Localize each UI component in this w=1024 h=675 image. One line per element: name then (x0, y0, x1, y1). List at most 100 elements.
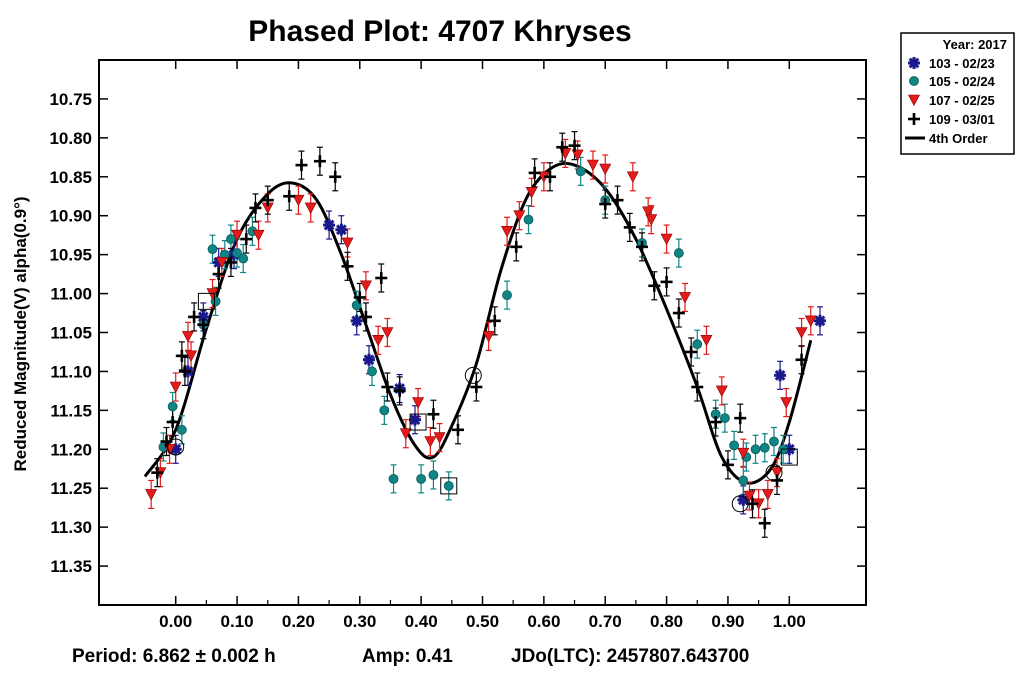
footer-jdo: JDo(LTC): 2457807.643700 (511, 646, 749, 667)
x-tick-label: 0.70 (589, 612, 622, 631)
data-point (734, 412, 747, 425)
legend-symbol (908, 113, 920, 125)
data-point (795, 353, 808, 366)
data-point (543, 170, 556, 183)
data-point (261, 194, 274, 207)
data-point (166, 416, 179, 429)
data-point (719, 413, 730, 424)
data-point (738, 475, 749, 486)
data-point (645, 214, 658, 226)
data-point (709, 416, 722, 429)
data-markers (145, 139, 826, 530)
data-point (359, 310, 372, 323)
x-tick-label: 0.30 (343, 612, 376, 631)
x-tick-labels: 0.00 0.10 0.20 0.30 0.40 0.50 0.60 0.70 0.80 0.90… (159, 612, 806, 631)
data-point (721, 458, 734, 471)
data-point (226, 234, 236, 244)
data-point (240, 233, 253, 246)
y-tick-label: 10.85 (49, 168, 92, 187)
data-point (685, 345, 698, 358)
y-tick-label: 10.95 (49, 246, 92, 265)
data-point (523, 214, 534, 225)
asterisk-stroke (814, 315, 826, 327)
data-point (185, 350, 198, 363)
footer-period: Period: 6.862 ± 0.002 h (72, 646, 276, 667)
legend-entry-109: 109 - 03/01 (929, 112, 995, 127)
data-point (238, 253, 249, 264)
y-tick-labels: 10.75 10.80 10.85 10.90 10.95 11.00 11.05 11.10… (49, 90, 92, 576)
data-point (428, 470, 439, 480)
data-point (525, 187, 538, 199)
data-point (412, 397, 425, 409)
data-point (737, 447, 750, 460)
y-tick-label: 11.00 (50, 285, 92, 304)
data-point (488, 314, 501, 327)
data-point (323, 219, 336, 232)
x-tick-label: 0.10 (221, 612, 254, 631)
footer-amp: Amp: 0.41 (362, 646, 453, 667)
data-point (648, 279, 661, 292)
highlight-box (409, 413, 427, 431)
axis-ticks (99, 60, 866, 605)
data-point (151, 466, 164, 479)
data-point (178, 365, 191, 378)
data-point (169, 381, 182, 394)
data-point (367, 366, 377, 377)
y-tick-label: 11.20 (50, 440, 92, 459)
data-point (167, 401, 178, 412)
x-tick-label: 1.00 (773, 612, 806, 631)
data-point (283, 190, 296, 203)
data-point (249, 201, 262, 214)
x-tick-label: 0.80 (650, 612, 683, 631)
y-tick-label: 11.35 (50, 557, 92, 576)
data-point (660, 233, 673, 246)
x-tick-label: 0.90 (711, 612, 744, 631)
asterisk-stroke (363, 354, 375, 366)
x-tick-label: 0.20 (282, 612, 315, 631)
highlight-circle (765, 464, 783, 482)
data-point (599, 163, 612, 176)
data-point (623, 221, 636, 234)
data-point (433, 432, 446, 444)
legend-entry-107: 107 - 02/25 (929, 93, 995, 108)
asterisk-stroke (170, 443, 182, 455)
data-point (636, 240, 649, 253)
data-point (232, 248, 242, 258)
legend-entry-103: 103 - 02/23 (929, 56, 995, 71)
data-point (372, 334, 385, 347)
data-point (295, 159, 308, 172)
data-point (362, 353, 375, 366)
data-point (769, 436, 779, 447)
data-point (231, 229, 244, 242)
data-point (375, 272, 388, 284)
y-tick-label: 11.30 (50, 518, 92, 537)
data-point (626, 171, 639, 183)
data-point (409, 413, 422, 426)
data-point (176, 424, 187, 435)
y-tick-label: 10.80 (49, 129, 92, 148)
data-point (350, 314, 363, 327)
data-point (335, 223, 348, 236)
data-point (212, 268, 225, 281)
asterisk-stroke (335, 224, 347, 236)
data-point (691, 381, 704, 393)
data-point (813, 314, 826, 327)
plot-area (98, 59, 867, 606)
data-point (761, 489, 774, 501)
data-point (759, 442, 770, 453)
data-point (416, 473, 427, 484)
data-point (304, 202, 317, 215)
data-point (599, 198, 612, 211)
y-tick-label: 11.10 (50, 362, 92, 381)
data-point (556, 141, 569, 154)
data-point (188, 310, 201, 323)
data-point (224, 256, 237, 269)
legend-box (900, 32, 1015, 155)
data-point (341, 237, 354, 250)
data-point (510, 240, 523, 253)
data-point (571, 149, 584, 162)
data-point (642, 206, 655, 218)
asterisk-stroke (351, 315, 363, 327)
data-point (451, 423, 464, 436)
